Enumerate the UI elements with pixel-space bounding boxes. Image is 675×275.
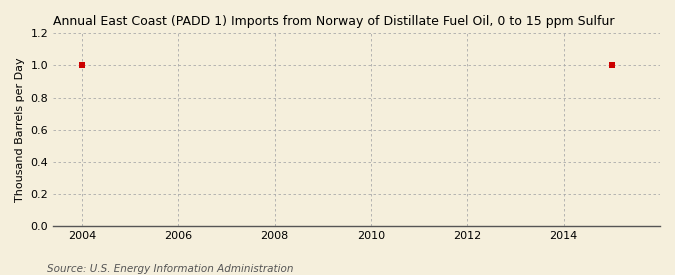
Y-axis label: Thousand Barrels per Day: Thousand Barrels per Day [15,57,25,202]
Text: Source: U.S. Energy Information Administration: Source: U.S. Energy Information Administ… [47,264,294,274]
Text: Annual East Coast (PADD 1) Imports from Norway of Distillate Fuel Oil, 0 to 15 p: Annual East Coast (PADD 1) Imports from … [53,15,615,28]
